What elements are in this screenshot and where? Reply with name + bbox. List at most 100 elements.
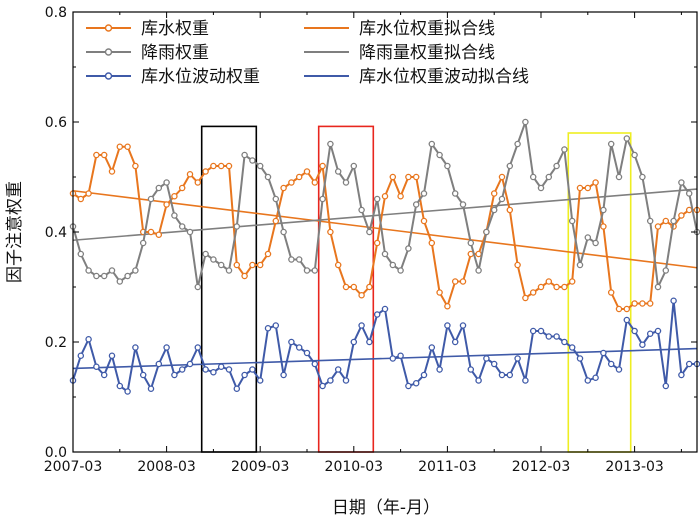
series-2-point-12 (163, 344, 170, 351)
series-1-point-65 (576, 261, 584, 269)
series-1-point-72 (631, 151, 638, 159)
series-1-point-47 (436, 151, 443, 159)
series-0-point-65 (576, 184, 584, 192)
series-0-point-63 (561, 283, 568, 291)
series-2-point-18 (210, 368, 217, 376)
x-tick-label-0: 2007-03 (44, 459, 103, 475)
series-0-point-5 (108, 168, 116, 175)
series-2-point-29 (295, 344, 303, 351)
series-2-point-64 (568, 344, 576, 351)
series-2-point-17 (202, 366, 209, 373)
series-0-point-19 (217, 162, 225, 170)
series-1-point-71 (623, 135, 631, 142)
legend-label-2: 库水位波动权重 (141, 67, 260, 87)
series-2-point-14 (178, 366, 186, 373)
series-2-point-2 (85, 335, 92, 343)
series-1-point-22 (241, 151, 248, 159)
series-1-point-74 (646, 217, 654, 225)
series-1-point-28 (288, 256, 295, 263)
series-2-point-56 (506, 371, 514, 379)
series-2-point-74 (646, 330, 654, 337)
series-1-point-60 (537, 184, 545, 192)
series-0-point-68 (600, 223, 607, 230)
series-1-point-38 (366, 228, 373, 236)
x-tick-label-5: 2012-03 (512, 459, 571, 475)
series-1-point-17 (202, 250, 209, 258)
series-2-point-59 (529, 327, 537, 335)
series-0-point-41 (389, 173, 397, 181)
legend-marker-1 (104, 48, 113, 56)
series-2-point-66 (584, 377, 592, 384)
series-2-point-65 (576, 355, 584, 362)
series-1-point-16 (194, 283, 202, 291)
series-0-point-50 (459, 278, 467, 285)
series-0-point-56 (506, 206, 514, 214)
series-0-point-32 (319, 162, 326, 170)
series-1-point-31 (311, 267, 319, 274)
series-0-point-26 (272, 217, 280, 225)
series-1-point-25 (264, 173, 272, 181)
series-1-point-3 (93, 272, 100, 280)
series-2-point-6 (116, 382, 124, 390)
y-axis-label: 因子注意权重 (5, 181, 25, 283)
series-0-point-37 (358, 291, 365, 299)
series-2-point-53 (483, 355, 490, 362)
series-0-point-17 (202, 168, 209, 175)
series-2-point-51 (467, 366, 475, 373)
highlight-box-3 (567, 132, 632, 453)
legend-label-3: 库水位权重拟合线 (359, 19, 495, 39)
series-0-point-49 (451, 278, 459, 285)
series-1-point-66 (584, 234, 592, 241)
series-2-point-37 (358, 322, 365, 329)
series-1-point-70 (615, 173, 623, 181)
series-1-point-51 (467, 239, 475, 247)
series-2-point-31 (311, 360, 319, 368)
series-2-point-4 (100, 371, 108, 379)
series-1-point-11 (155, 184, 163, 192)
series-2-point-27 (280, 371, 287, 379)
series-0-point-6 (116, 143, 124, 150)
series-0-point-22 (241, 272, 248, 280)
x-tick-label-2: 2009-03 (231, 459, 290, 475)
series-1-point-33 (327, 140, 334, 148)
plot-content (69, 118, 700, 453)
series-1-point-73 (639, 173, 646, 181)
fit-line-3 (72, 189, 698, 269)
series-0-point-55 (498, 173, 506, 181)
series-2-point-36 (350, 338, 358, 346)
series-1-point-49 (451, 190, 459, 197)
series-0-point-58 (522, 294, 529, 302)
series-2-point-69 (607, 360, 615, 368)
series-0-point-27 (280, 184, 287, 192)
x-tick-label-3: 2010-03 (325, 459, 384, 475)
series-0-point-74 (646, 300, 654, 307)
series-0-point-42 (397, 192, 404, 200)
series-1-point-39 (373, 195, 381, 203)
series-0-point-70 (615, 305, 623, 313)
series-1-point-46 (428, 140, 436, 148)
series-0-point-1 (77, 195, 85, 203)
series-2-point-44 (412, 379, 420, 387)
series-0-point-39 (373, 239, 381, 247)
series-1-point-36 (350, 162, 358, 170)
series-0-point-78 (678, 212, 685, 219)
series-0-point-46 (428, 239, 436, 247)
series-1-point-69 (607, 140, 615, 148)
series-2-point-70 (615, 366, 623, 373)
series-0-point-73 (639, 300, 646, 307)
series-0-point-14 (178, 184, 186, 192)
legend-label-0: 库水权重 (141, 19, 209, 39)
series-1-point-55 (498, 195, 506, 203)
series-2-point-55 (498, 371, 506, 379)
series-1-point-14 (178, 223, 186, 230)
series-2-point-58 (522, 377, 529, 384)
series-2-point-46 (428, 344, 436, 351)
series-2-point-10 (147, 385, 155, 392)
series-0-point-25 (264, 250, 272, 258)
series-2-point-23 (249, 366, 256, 373)
series-1-point-20 (225, 267, 233, 274)
series-0-point-33 (327, 228, 334, 236)
series-0-point-52 (475, 250, 482, 258)
series-0-point-31 (311, 179, 319, 186)
